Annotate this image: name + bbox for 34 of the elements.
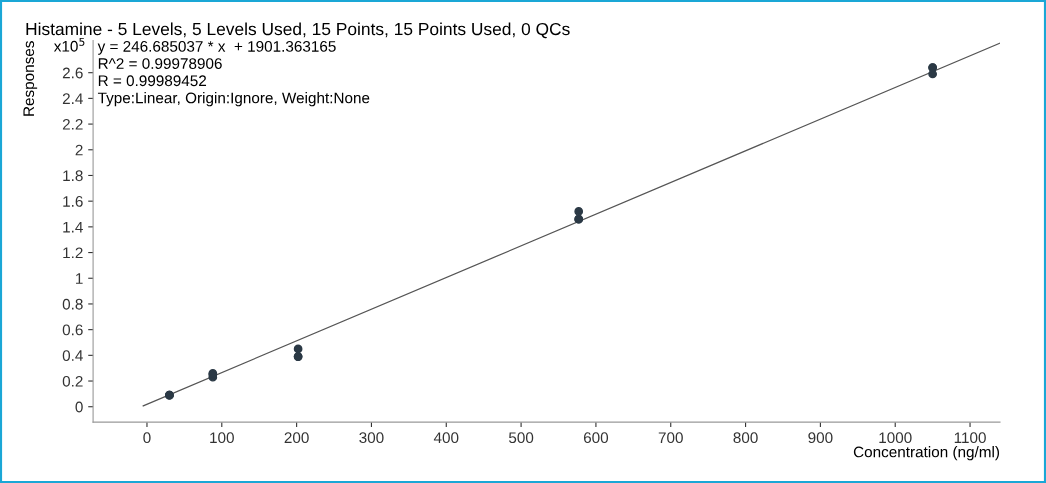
x-tick-label: 800 [733,432,758,444]
y-tick-label: 2 [75,144,83,156]
y-tick-label: 2.6 [62,67,83,79]
x-tick-label: 300 [359,432,384,444]
y-tick-label: 1 [76,273,83,284]
x-axis-title: Concentration (ng/ml) [853,446,1000,461]
annotation: y = 246.685037 * x + 1901.363165 [97,40,336,55]
y-tick-label: 0.8 [62,298,83,310]
annotation: Type:Linear, Origin:Ignore, Weight:None [97,92,370,107]
y-tick-label: 1.4 [63,221,83,233]
x-tick-label: 600 [583,432,609,444]
text: x10$^{5}$ [53,37,85,52]
x-tick-label: 1000 [879,432,912,444]
y-tick-label: 1.8 [63,170,83,182]
y-tick-label: 2.4 [62,93,83,104]
y-tick-label: 0.2 [62,375,83,387]
annotation: R = 0.99989452 [98,75,207,87]
y-tick-label: 1.2 [63,247,83,259]
y-tick-label: 0.4 [62,350,83,362]
x-tick-label: 100 [210,432,234,444]
x-tick-label: 900 [808,432,833,444]
y-tick-label: 0.6 [62,324,83,336]
x-tick-label: 0 [143,432,151,444]
x-tick-label: 500 [508,432,534,444]
y-tick-label: 2.2 [62,118,83,130]
y-tick-label: 0 [75,401,83,413]
y-axis-title: Responses [23,41,38,116]
x-tick-label: 400 [433,432,459,444]
x-tick-label: 200 [284,432,309,444]
annotation: R^2 = 0.99978906 [98,58,222,69]
chart-title: Histamine - 5 Levels, 5 Levels Used, 15 Points, 15 Points Used, 0 QCs [26,22,570,39]
y-tick-label: 1.6 [63,196,83,207]
x-tick-label: 1100 [954,432,986,444]
x-tick-label: 700 [658,432,683,444]
